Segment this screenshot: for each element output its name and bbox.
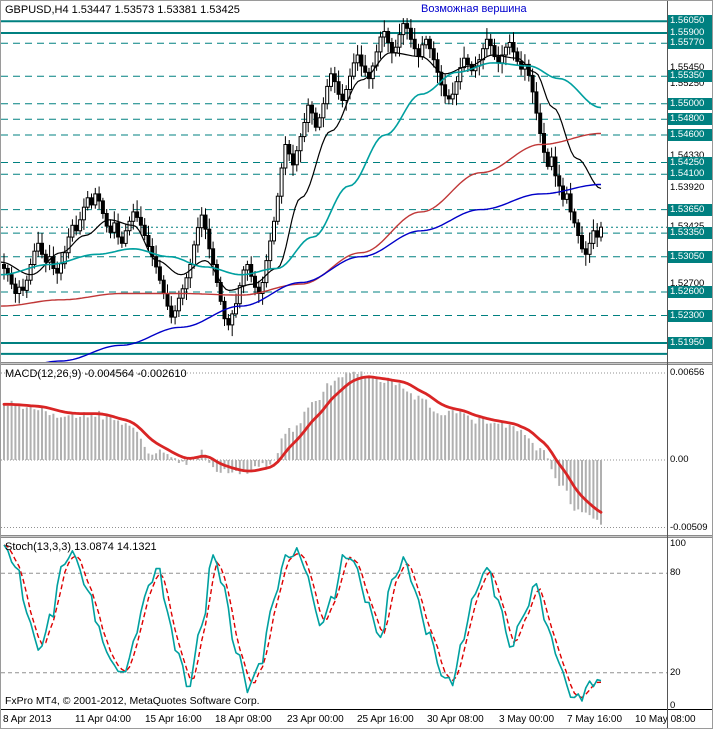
stochastic-panel: Stoch(13,3,3) 13.0874 14.1321 100 80 20 0 F… xyxy=(1,538,712,712)
time-axis-label: 11 Apr 04:00 xyxy=(75,714,131,725)
macd-header: MACD(12,26,9) -0.004564 -0.002610 xyxy=(5,368,187,380)
macd-canvas[interactable] xyxy=(1,365,668,535)
macd-scale-label: 0.00 xyxy=(668,454,712,466)
price-level-label: 1.54100 xyxy=(668,168,712,181)
time-axis-label: 23 Apr 00:00 xyxy=(287,714,344,725)
stochastic-canvas[interactable] xyxy=(1,538,668,709)
price-level-label: 1.53650 xyxy=(668,203,712,216)
price-scale[interactable]: 1.554501.552501.543301.539201.527001.534… xyxy=(668,1,712,362)
scale-border xyxy=(667,1,668,728)
time-axis[interactable]: 8 Apr 2013 11 Apr 04:00 15 Apr 16:00 18 Apr… xyxy=(1,709,712,728)
macd-panel: MACD(12,26,9) -0.004564 -0.002610 0.0065… xyxy=(1,365,712,535)
time-axis-label: 25 Apr 16:00 xyxy=(357,714,414,725)
stochastic-scale[interactable]: 100 80 20 0 xyxy=(668,538,712,712)
chart-annotation: Возможная вершина xyxy=(421,3,527,15)
panel-splitter[interactable] xyxy=(1,535,712,538)
macd-scale-label: -0.00509 xyxy=(668,521,712,534)
time-axis-label: 8 Apr 2013 xyxy=(3,714,52,725)
price-level-label: 1.54250 xyxy=(668,156,712,169)
time-axis-label: 18 Apr 08:00 xyxy=(215,714,272,725)
time-axis-label: 30 Apr 08:00 xyxy=(427,714,484,725)
price-level-label: 1.51950 xyxy=(668,337,712,349)
symbol-header: GBPUSD,H4 1.53447 1.53573 1.53381 1.5342… xyxy=(5,4,240,16)
stoch-scale-label: 80 xyxy=(668,567,712,580)
price-level-label: 1.55000 xyxy=(668,97,712,110)
macd-scale[interactable]: 0.00656 0.00 -0.00509 xyxy=(668,365,712,535)
macd-scale-label: 0.00656 xyxy=(668,367,712,379)
time-axis-label: 15 Apr 16:00 xyxy=(145,714,202,725)
stoch-scale-label: 20 xyxy=(668,666,712,679)
price-level-label: 1.54600 xyxy=(668,129,712,141)
price-level-label: 1.55770 xyxy=(668,37,712,50)
price-level-label: 1.56050 xyxy=(668,15,712,28)
main-chart-canvas[interactable] xyxy=(1,1,668,362)
copyright-note: FxPro MT4, © 2001-2012, MetaQuotes Softw… xyxy=(5,695,260,707)
stochastic-header: Stoch(13,3,3) 13.0874 14.1321 xyxy=(5,541,157,553)
price-level-label: 1.52600 xyxy=(668,286,712,298)
price-level-label: 1.55900 xyxy=(668,27,712,39)
stoch-scale-label: 100 xyxy=(668,538,712,550)
price-level-label: 1.54800 xyxy=(668,113,712,126)
time-axis-label: 3 May 00:00 xyxy=(499,714,555,725)
time-axis-label: 7 May 16:00 xyxy=(567,714,623,725)
price-level-label: 1.55350 xyxy=(668,70,712,83)
price-tick-label: 1.53920 xyxy=(668,182,712,195)
price-level-label: 1.52300 xyxy=(668,309,712,322)
panel-splitter[interactable] xyxy=(1,362,712,365)
price-level-label: 1.53050 xyxy=(668,250,712,263)
price-level-label: 1.53350 xyxy=(668,227,712,240)
time-axis-label: 10 May 08:00 xyxy=(635,714,696,725)
main-chart-panel: GBPUSD,H4 1.53447 1.53573 1.53381 1.5342… xyxy=(1,1,712,362)
